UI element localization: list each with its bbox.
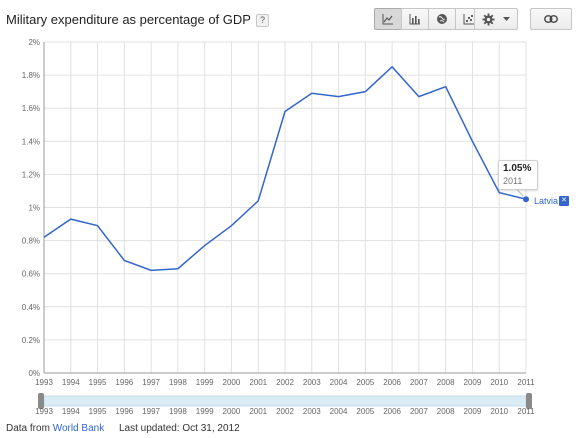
remove-series-button[interactable]: ✕ bbox=[559, 196, 569, 206]
y-tick-label: 0.8% bbox=[22, 237, 40, 246]
y-tick-label: 2% bbox=[28, 38, 40, 47]
slider-tick-label: 2010 bbox=[490, 407, 508, 416]
x-tick-label: 2002 bbox=[276, 378, 294, 387]
y-tick-label: 1.2% bbox=[22, 170, 40, 179]
slider-handle-end bbox=[526, 393, 532, 409]
slider-handle-start bbox=[38, 393, 44, 409]
x-tick-label: 1994 bbox=[62, 378, 80, 387]
slider-tick-label: 1996 bbox=[115, 407, 133, 416]
x-tick-label: 1996 bbox=[115, 378, 133, 387]
x-tick-label: 2011 bbox=[517, 378, 535, 387]
footer: Data from World Bank Last updated: Oct 3… bbox=[6, 423, 240, 434]
series-legend-label[interactable]: Latvia bbox=[534, 196, 559, 206]
y-tick-label: 1.6% bbox=[22, 104, 40, 113]
y-tick-label: 0% bbox=[28, 369, 40, 378]
slider-tick-label: 1995 bbox=[89, 407, 107, 416]
y-tick-label: 0.2% bbox=[22, 336, 40, 345]
link-icon bbox=[544, 15, 558, 23]
line-chart-button[interactable] bbox=[374, 8, 402, 30]
slider-tick-label: 1993 bbox=[35, 407, 53, 416]
chart-title-text: Military expenditure as percentage of GD… bbox=[6, 12, 251, 27]
y-tick-label: 0.6% bbox=[22, 270, 40, 279]
bar-chart-icon bbox=[409, 14, 420, 25]
map-button[interactable] bbox=[428, 8, 456, 30]
settings-button[interactable] bbox=[474, 8, 518, 30]
tooltip-year: 2011 bbox=[503, 176, 523, 186]
x-tick-label: 2000 bbox=[223, 378, 241, 387]
slider-tick-label: 2000 bbox=[223, 407, 241, 416]
help-button[interactable]: ? bbox=[255, 14, 269, 27]
y-tick-label: 0.4% bbox=[22, 303, 40, 312]
x-tick-label: 2009 bbox=[464, 378, 482, 387]
slider-tick-label: 2009 bbox=[464, 407, 482, 416]
chart-type-toolbar bbox=[374, 8, 483, 30]
slider-tick-label: 2002 bbox=[276, 407, 294, 416]
x-tick-label: 2007 bbox=[410, 378, 428, 387]
chart-title: Military expenditure as percentage of GD… bbox=[6, 12, 269, 27]
source-prefix: Data from bbox=[6, 423, 50, 434]
slider-tick-label: 1994 bbox=[62, 407, 80, 416]
x-tick-label: 1993 bbox=[35, 378, 53, 387]
slider-tick-label: 2001 bbox=[249, 407, 267, 416]
x-tick-label: 1998 bbox=[169, 378, 187, 387]
highlighted-data-point bbox=[523, 196, 529, 203]
bar-chart-button[interactable] bbox=[401, 8, 429, 30]
last-updated: Last updated: Oct 31, 2012 bbox=[118, 423, 240, 434]
line-chart-icon bbox=[382, 14, 393, 25]
x-tick-label: 2005 bbox=[356, 378, 374, 387]
slider-tick-label: 1997 bbox=[142, 407, 160, 416]
scatter-chart-icon bbox=[463, 14, 474, 25]
slider-tick-label: 2007 bbox=[410, 407, 428, 416]
time-slider-track bbox=[43, 395, 527, 407]
x-tick-label: 2001 bbox=[249, 378, 267, 387]
x-tick-label: 2003 bbox=[303, 378, 321, 387]
series-line-latvia bbox=[43, 65, 527, 272]
tooltip-value: 1.05% bbox=[503, 163, 532, 174]
x-tick-label: 2004 bbox=[330, 378, 348, 387]
y-tick-label: 1.4% bbox=[22, 137, 40, 146]
y-tick-label: 1.8% bbox=[22, 71, 40, 80]
slider-tick-label: 2006 bbox=[383, 407, 401, 416]
x-tick-label: 1995 bbox=[89, 378, 107, 387]
slider-tick-label: 2005 bbox=[356, 407, 374, 416]
link-button[interactable] bbox=[530, 8, 572, 30]
slider-tick-label: 2008 bbox=[437, 407, 455, 416]
chevron-down-icon bbox=[503, 16, 510, 21]
gear-icon bbox=[482, 12, 495, 26]
data-point-tooltip: 1.05% 2011 bbox=[498, 160, 538, 190]
slider-tick-label: 2004 bbox=[330, 407, 348, 416]
x-tick-label: 2008 bbox=[437, 378, 455, 387]
x-tick-label: 1997 bbox=[142, 378, 160, 387]
x-tick-label: 2006 bbox=[383, 378, 401, 387]
slider-tick-label: 2011 bbox=[517, 407, 535, 416]
slider-tick-label: 1998 bbox=[169, 407, 187, 416]
x-tick-label: 1999 bbox=[196, 378, 214, 387]
y-tick-label: 1% bbox=[28, 204, 40, 213]
slider-tick-label: 1999 bbox=[196, 407, 214, 416]
source-link[interactable]: World Bank bbox=[52, 423, 105, 434]
x-tick-label: 2010 bbox=[490, 378, 508, 387]
map-icon bbox=[437, 14, 447, 24]
slider-tick-label: 2003 bbox=[303, 407, 321, 416]
